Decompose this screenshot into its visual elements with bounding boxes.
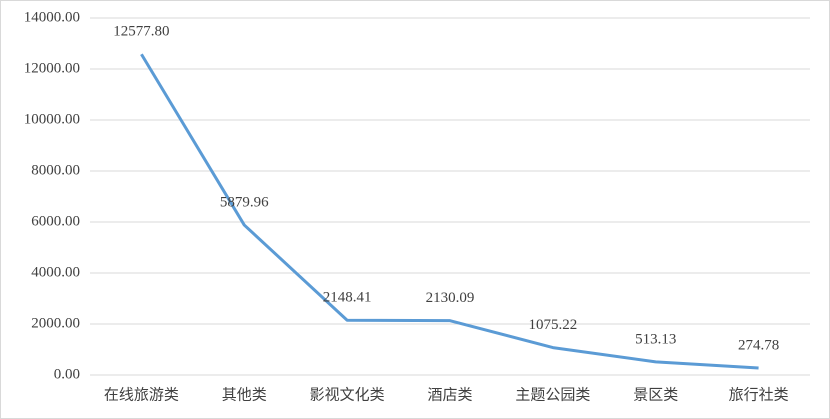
data-label: 274.78: [738, 337, 779, 353]
y-tick-label: 10000.00: [24, 111, 80, 127]
x-tick-label: 旅行社类: [729, 386, 789, 403]
y-tick-label: 6000.00: [31, 213, 80, 229]
y-tick-label: 12000.00: [24, 60, 80, 76]
x-tick-label: 在线旅游类: [104, 386, 179, 403]
y-tick-label: 2000.00: [31, 315, 80, 331]
data-label: 1075.22: [528, 317, 577, 333]
x-tick-label: 景区类: [633, 386, 678, 403]
x-tick-label: 主题公园类: [515, 386, 590, 403]
y-tick-label: 14000.00: [24, 9, 80, 25]
data-label: 2130.09: [426, 290, 475, 306]
y-tick-label: 0.00: [54, 366, 80, 382]
line: [140, 53, 759, 370]
data-label: 5879.96: [220, 194, 269, 210]
y-tick-label: 4000.00: [31, 264, 80, 280]
x-tick-label: 影视文化类: [310, 386, 385, 403]
y-tick-label: 8000.00: [31, 162, 80, 178]
data-label: 2148.41: [323, 290, 372, 306]
data-label: 12577.80: [113, 24, 169, 40]
data-label: 513.13: [635, 331, 676, 347]
x-tick-label: 酒店类: [427, 386, 472, 403]
x-tick-label: 其他类: [222, 386, 267, 403]
